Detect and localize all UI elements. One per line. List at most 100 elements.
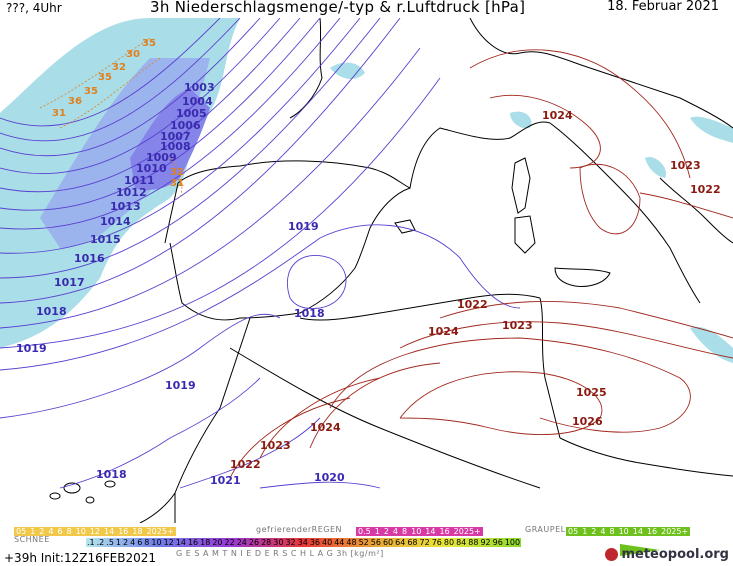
snow-label: SCHNEE (14, 535, 50, 544)
scale-value: 34 (297, 538, 308, 547)
isobar-label: 1022 (690, 183, 721, 196)
freezing-rain-scale: 0.5 1 2 4 8 10 14 16 2025+ (356, 527, 483, 536)
scale-value: 4 (600, 527, 606, 536)
scale-value: 84 (456, 538, 467, 547)
header-bar: ???, 4Uhr 3h Niederschlagsmenge/-typ & r… (0, 0, 733, 18)
map-canvas: 1003 1004 1005 1006 1007 1008 1009 1010 … (0, 17, 733, 524)
valid-time-label: ???, 4Uhr (6, 1, 62, 15)
isobar-label: 1023 (670, 159, 701, 172)
scale-value: .2 (96, 538, 105, 547)
isoline-label: 35 (98, 72, 112, 83)
isobar-label: 1018 (294, 307, 325, 320)
scale-value: 05 (16, 527, 27, 536)
scale-value: 2 (39, 527, 45, 536)
isoline-label: 30 (126, 49, 140, 60)
scale-value: 92 (480, 538, 491, 547)
isobar-label: 1020 (314, 471, 345, 484)
scale-value: 76 (431, 538, 442, 547)
isobar-label: 1007 (160, 130, 191, 143)
scale-value: .5 (106, 538, 114, 547)
isobar-label: 1012 (116, 186, 147, 199)
scale-value: 2 (383, 527, 389, 536)
scale-value: 0.5 (358, 527, 371, 536)
scale-value: 80 (443, 538, 455, 547)
red-isobar-labels: 1024 1023 1022 1022 1024 1023 1025 1026 … (230, 109, 721, 471)
freezing-rain-label: gefrierenderREGEN (256, 525, 342, 534)
scale-value: 14 (104, 527, 115, 536)
isobar-label: 1011 (124, 174, 155, 187)
scale-value: 72 (419, 538, 430, 547)
isobar-label: 1023 (502, 319, 533, 332)
isobar-label: 1003 (184, 81, 215, 94)
isobar-label: 1022 (457, 298, 488, 311)
isobar-label: 1025 (576, 386, 607, 399)
weather-map: 1003 1004 1005 1006 1007 1008 1009 1010 … (0, 17, 733, 524)
scale-value: 14 (425, 527, 436, 536)
scale-value: 8 (66, 527, 72, 536)
isobar-label: 1018 (96, 468, 127, 481)
scale-value: 18 (132, 527, 143, 536)
run-info: +39h Init:12Z16FEB2021 (4, 551, 156, 565)
scale-value: 64 (395, 538, 406, 547)
isobar-label: 1005 (176, 107, 207, 120)
scale-value: 14 (632, 527, 643, 536)
scale-value: 60 (382, 538, 394, 547)
scale-value: 30 (273, 538, 284, 547)
scale-value: 6 (57, 527, 63, 536)
isoline-label: 31 (170, 178, 184, 189)
scale-value: 8 (144, 538, 150, 547)
scale-value: 28 (261, 538, 272, 547)
isoline-label: 36 (68, 96, 82, 107)
scale-value: 26 (248, 538, 260, 547)
isobar-label: 1017 (54, 276, 85, 289)
scale-value: 52 (358, 538, 369, 547)
scale-value: 44 (334, 538, 345, 547)
isobar-label: 1006 (170, 119, 201, 132)
scale-value: 20 (212, 538, 223, 547)
scale-value: 10 (151, 538, 162, 547)
blue-isobars (0, 17, 521, 489)
scale-value: 24 (236, 538, 247, 547)
scale-value: 2025+ (661, 527, 689, 536)
orange-isolines (39, 37, 183, 199)
isobar-label: 1026 (572, 415, 603, 428)
isobar-label: 1016 (74, 252, 105, 265)
isobar-label: 1015 (90, 233, 121, 246)
isoline-label: 35 (84, 86, 98, 97)
map-title: 3h Niederschlagsmenge/-typ & r.Luftdruck… (150, 0, 526, 16)
scale-arrow-icon (620, 544, 660, 556)
scale-value: 32 (285, 538, 296, 547)
scale-value: 68 (407, 538, 418, 547)
blue-isobar-labels: 1003 1004 1005 1006 1007 1008 1009 1010 … (16, 81, 345, 487)
scale-value: 12 (163, 538, 174, 547)
legend-panel: 05 1 2 4 6 8 10 12 14 16 18 2025+ SCHNEE gefrierend… (0, 523, 733, 566)
scale-value: 1 (115, 538, 122, 547)
scale-value: 4 (48, 527, 54, 536)
date-label: 18. Februar 2021 (607, 0, 719, 14)
graupel-label: GRAUPEL (525, 525, 566, 534)
isoline-label: 31 (52, 108, 66, 119)
snow-scale: 05 1 2 4 6 8 10 12 14 16 18 2025+ (14, 527, 176, 536)
scale-value: 16 (118, 527, 129, 536)
isoline-label: 32 (112, 62, 126, 73)
total-precip-label: G E S A M T N I E D E R S C H L A G 3h [… (176, 549, 384, 558)
total-precip-scale: .1.2.5 1 2 4 6 8 10 12 14 16 18 20 22 24 26 28 30 32 34 36 4… (86, 538, 522, 547)
isobar-label: 1008 (160, 140, 191, 153)
isobar-label: 1021 (210, 474, 241, 487)
isobar-label: 1018 (36, 305, 67, 318)
isobar-label: 1024 (542, 109, 573, 122)
scale-value: 36 (309, 538, 321, 547)
brand-logo[interactable]: meteopool.org (605, 547, 729, 562)
scale-value: 1 (374, 527, 380, 536)
scale-value: 2025+ (146, 527, 174, 536)
isobar-label: 1019 (16, 342, 47, 355)
isobar-label: 1014 (100, 215, 131, 228)
scale-value: 12 (89, 527, 101, 536)
scale-value: 2025+ (453, 527, 481, 536)
canary-islands (49, 480, 116, 504)
scale-value: 4 (130, 538, 136, 547)
logo-icon (605, 548, 619, 561)
scale-value: 05 (568, 527, 579, 536)
scale-value: 2 (591, 527, 597, 536)
isobar-label: 1009 (146, 151, 177, 164)
